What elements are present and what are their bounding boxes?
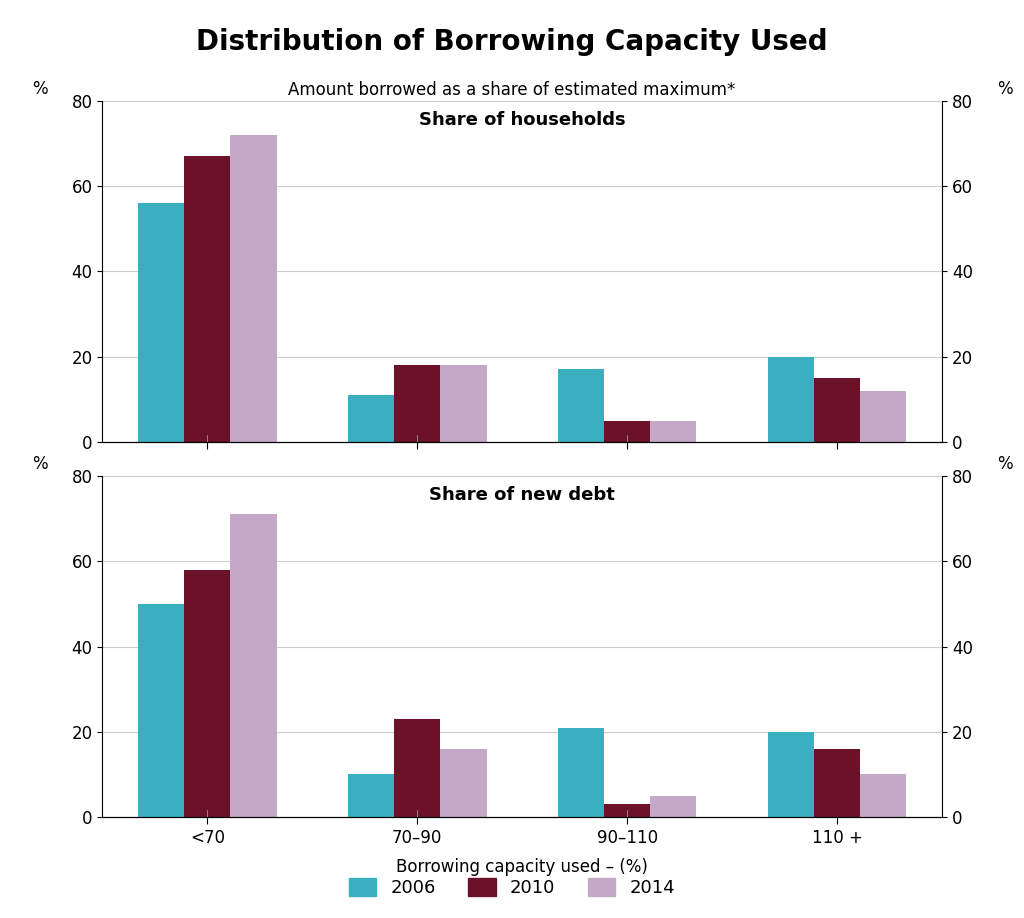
Text: Share of new debt: Share of new debt — [429, 487, 615, 504]
Legend: 2006, 2010, 2014: 2006, 2010, 2014 — [342, 870, 682, 904]
Bar — [138, 604, 184, 817]
Text: %: % — [32, 454, 48, 473]
Bar — [650, 796, 696, 817]
Text: Distribution of Borrowing Capacity Used: Distribution of Borrowing Capacity Used — [197, 28, 827, 56]
Bar — [860, 391, 906, 442]
Bar — [558, 369, 604, 442]
Bar — [394, 719, 440, 817]
Bar — [230, 135, 276, 442]
Bar — [394, 365, 440, 442]
Text: Share of households: Share of households — [419, 111, 626, 129]
Bar — [348, 775, 394, 817]
Bar — [860, 775, 906, 817]
Bar — [604, 420, 650, 442]
Bar — [814, 378, 860, 442]
Bar — [230, 514, 276, 817]
Bar — [558, 727, 604, 817]
Bar — [184, 156, 230, 442]
Bar — [440, 749, 486, 817]
Bar — [768, 357, 814, 442]
Bar — [138, 203, 184, 442]
Text: %: % — [32, 80, 48, 97]
X-axis label: Borrowing capacity used – (%): Borrowing capacity used – (%) — [396, 858, 648, 876]
Bar — [768, 732, 814, 817]
Bar — [604, 804, 650, 817]
Text: %: % — [996, 454, 1013, 473]
Bar — [440, 365, 486, 442]
Bar — [650, 420, 696, 442]
Text: Amount borrowed as a share of estimated maximum*: Amount borrowed as a share of estimated … — [289, 81, 735, 99]
Bar — [184, 570, 230, 817]
Bar — [814, 749, 860, 817]
Bar — [348, 395, 394, 442]
Text: %: % — [996, 80, 1013, 97]
